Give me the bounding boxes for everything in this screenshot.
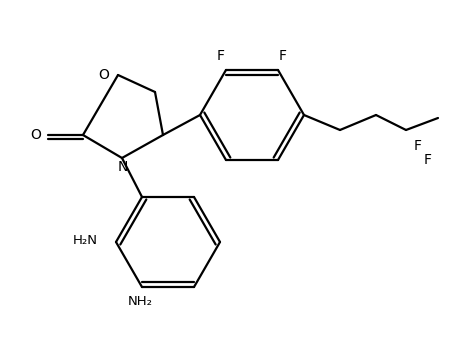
Text: F: F (414, 139, 422, 153)
Text: F: F (217, 49, 225, 63)
Text: N: N (118, 160, 128, 174)
Text: F: F (424, 153, 432, 167)
Text: F: F (279, 49, 287, 63)
Text: NH₂: NH₂ (127, 294, 152, 307)
Text: O: O (99, 68, 110, 82)
Text: H₂N: H₂N (73, 234, 98, 247)
Text: O: O (30, 128, 41, 142)
